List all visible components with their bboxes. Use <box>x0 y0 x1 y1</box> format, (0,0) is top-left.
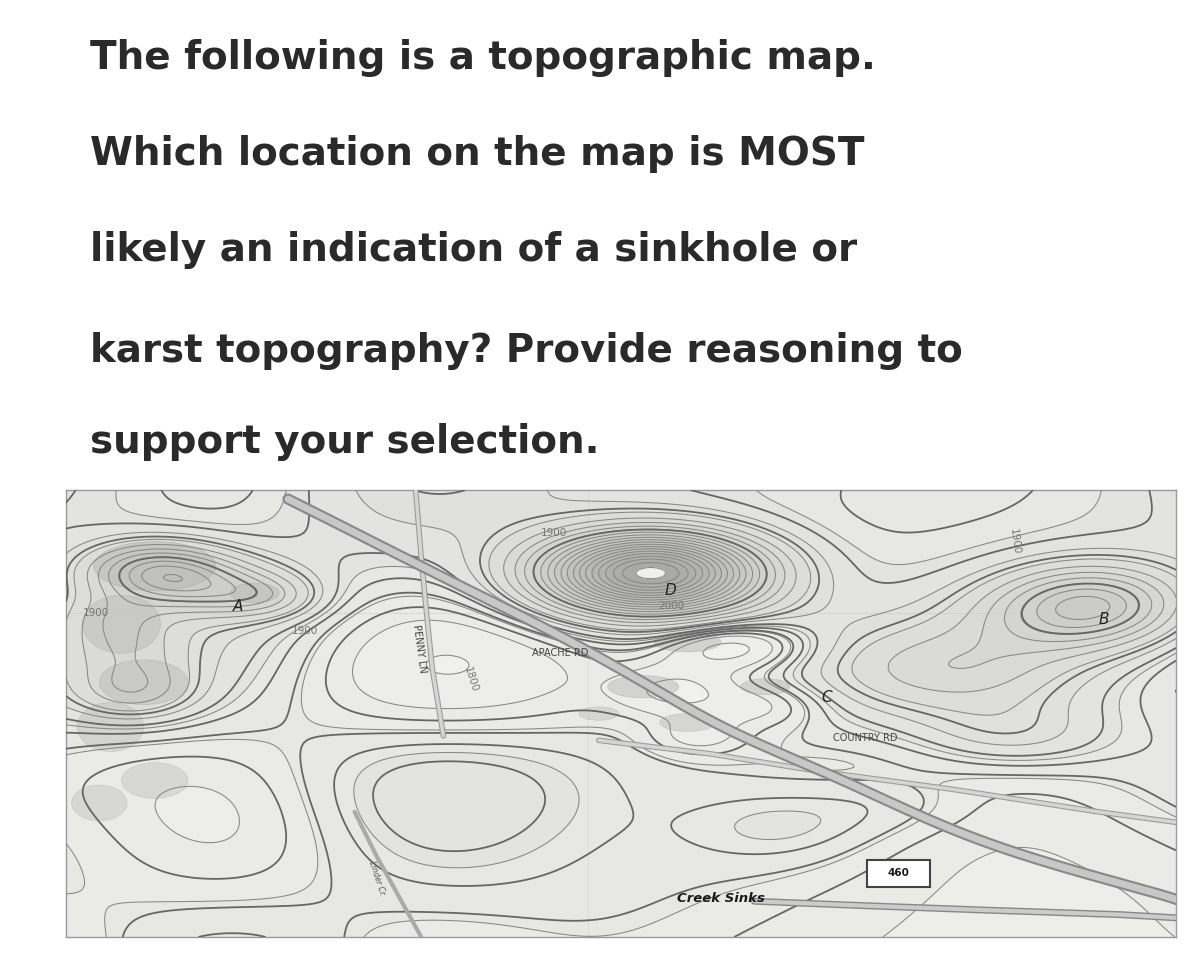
Text: 1900: 1900 <box>541 528 568 537</box>
Text: 1900: 1900 <box>1008 528 1022 555</box>
Text: 1900: 1900 <box>83 608 109 618</box>
Text: likely an indication of a sinkhole or: likely an indication of a sinkhole or <box>90 231 857 269</box>
Ellipse shape <box>121 763 188 799</box>
Text: APACHE RD: APACHE RD <box>532 649 588 658</box>
Text: 1800: 1800 <box>462 666 480 694</box>
Text: support your selection.: support your selection. <box>90 423 600 461</box>
Text: 1900: 1900 <box>292 626 318 636</box>
Ellipse shape <box>83 595 161 653</box>
Ellipse shape <box>100 660 188 704</box>
Text: PENNY LN: PENNY LN <box>410 624 427 674</box>
Text: 460: 460 <box>888 868 910 878</box>
Ellipse shape <box>607 676 679 698</box>
FancyBboxPatch shape <box>868 860 930 887</box>
Text: C: C <box>821 690 832 705</box>
Ellipse shape <box>72 785 127 821</box>
Text: COUNTRY RD: COUNTRY RD <box>833 733 898 743</box>
Ellipse shape <box>77 702 144 752</box>
Text: 2000: 2000 <box>658 602 684 611</box>
Ellipse shape <box>660 713 715 731</box>
Text: karst topography? Provide reasoning to: karst topography? Provide reasoning to <box>90 332 962 370</box>
Text: D: D <box>665 583 677 598</box>
Text: B: B <box>1099 612 1109 628</box>
Text: A: A <box>233 599 244 614</box>
Text: Linder Cr.: Linder Cr. <box>367 860 386 898</box>
Text: Creek Sinks: Creek Sinks <box>677 893 764 905</box>
Text: The following is a topographic map.: The following is a topographic map. <box>90 38 876 77</box>
Ellipse shape <box>654 632 721 652</box>
Ellipse shape <box>94 541 216 591</box>
Ellipse shape <box>230 583 280 603</box>
Text: Which location on the map is MOST: Which location on the map is MOST <box>90 135 864 173</box>
Ellipse shape <box>578 707 619 720</box>
Ellipse shape <box>740 678 790 695</box>
